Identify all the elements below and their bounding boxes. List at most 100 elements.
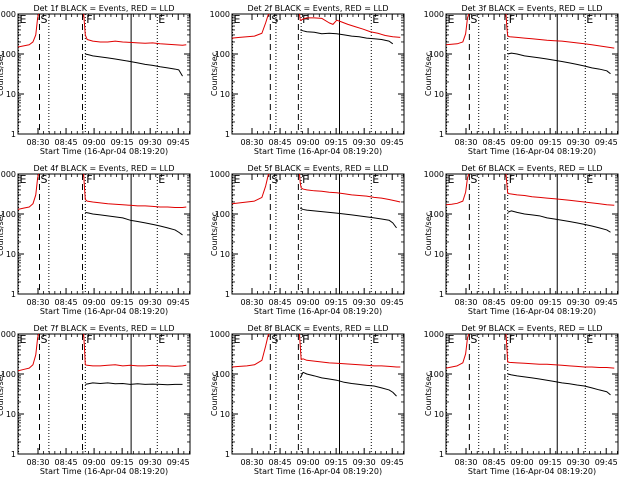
plot-frame bbox=[17, 13, 191, 135]
marker-label: F bbox=[509, 333, 515, 346]
plot-frame bbox=[17, 333, 191, 455]
marker-label: E bbox=[158, 13, 165, 26]
y-axis-title: Counts/sec bbox=[424, 372, 433, 416]
x-tick-label: 09:15 bbox=[539, 138, 562, 147]
marker-label: E bbox=[20, 333, 27, 346]
series-group bbox=[446, 334, 615, 396]
y-tick-label: 1000 bbox=[0, 10, 16, 19]
lld-series-line bbox=[83, 174, 187, 209]
marker-label: E bbox=[448, 173, 455, 186]
marker-label: E bbox=[234, 13, 241, 26]
lld-series-line bbox=[18, 334, 40, 372]
marker-label: F bbox=[509, 173, 515, 186]
x-tick-label: 09:30 bbox=[567, 458, 590, 467]
y-tick-label: 100 bbox=[1, 210, 16, 219]
y-tick-label: 1000 bbox=[424, 330, 444, 339]
x-tick-label: 09:15 bbox=[325, 458, 348, 467]
marker-label: S bbox=[470, 333, 477, 346]
series-group bbox=[232, 14, 401, 45]
y-tick-label: 10 bbox=[434, 90, 444, 99]
x-tick-label: 08:45 bbox=[55, 138, 78, 147]
y-tick-label: 1 bbox=[439, 130, 444, 139]
x-axis-title: Start Time (16-Apr-04 08:19:20) bbox=[40, 467, 168, 476]
y-tick-label: 1000 bbox=[0, 170, 16, 179]
x-tick-label: 09:00 bbox=[83, 138, 106, 147]
plot-frame bbox=[231, 333, 405, 455]
marker-label: S bbox=[271, 13, 278, 26]
x-tick-label: 08:30 bbox=[240, 138, 263, 147]
lld-series-line bbox=[505, 174, 615, 206]
y-axis-title: Counts/sec bbox=[210, 372, 219, 416]
lld-series-line bbox=[18, 14, 40, 48]
x-axis-title: Start Time (16-Apr-04 08:19:20) bbox=[254, 147, 382, 156]
plot-frame bbox=[231, 173, 405, 295]
lld-series-line bbox=[446, 174, 470, 206]
marker-label: E bbox=[234, 173, 241, 186]
x-tick-label: 09:30 bbox=[567, 298, 590, 307]
y-tick-label: 10 bbox=[220, 410, 230, 419]
y-tick-label: 1000 bbox=[424, 10, 444, 19]
series-group bbox=[18, 174, 187, 236]
panel-title: Det 7f BLACK = Events, RED = LLD bbox=[33, 324, 174, 333]
y-tick-label: 10 bbox=[434, 410, 444, 419]
marker-label: S bbox=[271, 173, 278, 186]
y-tick-label: 100 bbox=[429, 50, 444, 59]
series-group bbox=[446, 14, 615, 75]
x-tick-label: 09:45 bbox=[167, 298, 190, 307]
events-series-line bbox=[507, 373, 611, 396]
panel-title: Det 2f BLACK = Events, RED = LLD bbox=[247, 4, 388, 13]
series-group bbox=[232, 334, 401, 397]
y-axis-title: Counts/sec bbox=[210, 212, 219, 256]
x-tick-label: 09:00 bbox=[297, 298, 320, 307]
marker-label: F bbox=[302, 13, 308, 26]
x-tick-label: 08:30 bbox=[240, 458, 263, 467]
lld-series-line bbox=[505, 334, 615, 369]
y-axis-title: Counts/sec bbox=[424, 52, 433, 96]
x-tick-label: 09:30 bbox=[567, 138, 590, 147]
lld-series-line bbox=[18, 174, 40, 210]
y-tick-label: 1 bbox=[439, 290, 444, 299]
events-series-line bbox=[300, 207, 397, 229]
lld-series-line bbox=[298, 14, 401, 38]
y-axis-title: Counts/sec bbox=[424, 212, 433, 256]
x-tick-label: 09:45 bbox=[167, 458, 190, 467]
marker-label: E bbox=[158, 173, 165, 186]
series-group bbox=[232, 174, 401, 229]
panel-det-4: Det 4f BLACK = Events, RED = LLD 1 10 100 10… bbox=[0, 164, 191, 316]
y-tick-label: 1 bbox=[225, 290, 230, 299]
y-tick-label: 100 bbox=[215, 370, 230, 379]
panel-det-9: Det 9f BLACK = Events, RED = LLD 1 10 100 10… bbox=[424, 324, 619, 476]
plot-frame bbox=[231, 13, 405, 135]
events-series-line bbox=[85, 211, 183, 236]
x-tick-label: 09:30 bbox=[353, 138, 376, 147]
y-tick-label: 100 bbox=[1, 370, 16, 379]
x-tick-label: 09:00 bbox=[297, 458, 320, 467]
y-tick-label: 1 bbox=[225, 130, 230, 139]
lld-series-line bbox=[232, 174, 270, 205]
panel-det-5: Det 5f BLACK = Events, RED = LLD 1 10 100 10… bbox=[210, 164, 405, 316]
y-tick-label: 1000 bbox=[210, 10, 230, 19]
x-tick-label: 09:15 bbox=[325, 298, 348, 307]
x-tick-label: 09:15 bbox=[539, 458, 562, 467]
series-group bbox=[18, 14, 187, 77]
panel-title: Det 3f BLACK = Events, RED = LLD bbox=[461, 4, 602, 13]
marker-label: E bbox=[158, 333, 165, 346]
x-tick-label: 09:15 bbox=[111, 458, 134, 467]
y-tick-label: 1000 bbox=[0, 330, 16, 339]
x-tick-label: 09:30 bbox=[139, 458, 162, 467]
x-tick-label: 09:00 bbox=[511, 298, 534, 307]
marker-label: F bbox=[86, 13, 92, 26]
x-tick-label: 09:30 bbox=[353, 298, 376, 307]
x-tick-label: 09:30 bbox=[139, 138, 162, 147]
series-group bbox=[446, 174, 615, 233]
x-tick-label: 09:45 bbox=[381, 298, 404, 307]
plot-frame bbox=[445, 333, 619, 455]
y-tick-label: 10 bbox=[220, 90, 230, 99]
y-tick-label: 100 bbox=[215, 50, 230, 59]
marker-label: S bbox=[271, 333, 278, 346]
lld-series-line bbox=[446, 334, 470, 369]
x-tick-label: 09:30 bbox=[353, 458, 376, 467]
y-tick-label: 100 bbox=[1, 50, 16, 59]
x-axis-title: Start Time (16-Apr-04 08:19:20) bbox=[468, 147, 596, 156]
panel-title: Det 6f BLACK = Events, RED = LLD bbox=[461, 164, 602, 173]
